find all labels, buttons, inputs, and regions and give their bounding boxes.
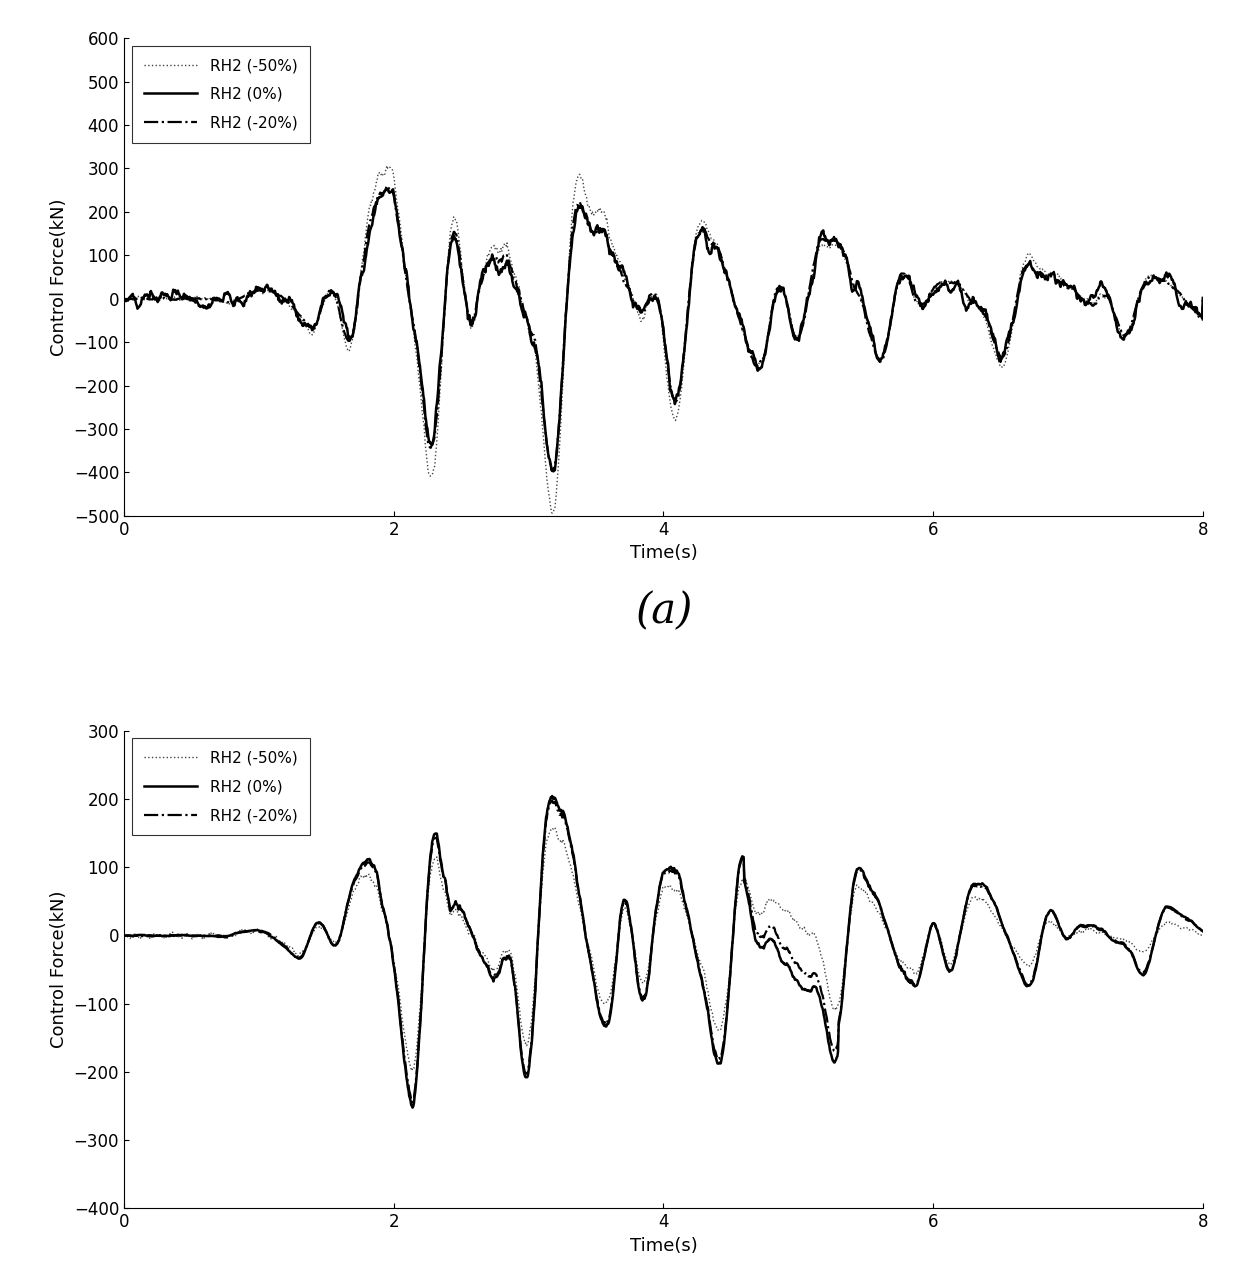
RH2 (-20%) [1122,322,1137,337]
RH2 (-50%) [661,385,676,401]
RH2 (-20%) [1105,300,1120,315]
RH2 (-50%) [536,866,551,881]
RH2 (0%) [379,181,394,196]
RH2 (-50%) [1195,290,1210,305]
RH2 (-20%) [661,865,676,880]
RH2 (-50%) [1179,296,1194,312]
Y-axis label: Control Force(kN): Control Force(kN) [50,890,68,1048]
RH2 (0%) [797,308,812,323]
RH2 (-50%) [117,293,131,308]
RH2 (0%) [1122,326,1137,341]
RH2 (0%) [1195,290,1210,305]
RH2 (-20%) [1179,912,1194,927]
Legend: RH2 (-50%), RH2 (0%), RH2 (-20%): RH2 (-50%), RH2 (0%), RH2 (-20%) [131,738,310,836]
RH2 (0%) [1179,911,1194,926]
RH2 (0%) [1105,932,1120,948]
RH2 (-50%) [797,920,812,935]
RH2 (0%) [117,927,131,943]
RH2 (0%) [1195,923,1210,939]
RH2 (0%) [546,464,560,480]
Line: RH2 (0%): RH2 (0%) [124,796,1203,1108]
RH2 (-20%) [544,463,559,478]
RH2 (-50%) [1195,927,1210,943]
Y-axis label: Control Force(kN): Control Force(kN) [50,198,68,356]
RH2 (-20%) [1179,296,1194,312]
RH2 (-20%) [1195,923,1210,939]
RH2 (0%) [661,861,676,876]
RH2 (0%) [405,1100,420,1116]
RH2 (-20%) [536,851,551,866]
RH2 (0%) [1105,301,1120,317]
RH2 (-20%) [405,1095,420,1110]
RH2 (-50%) [379,158,394,173]
RH2 (-50%) [661,880,676,895]
RH2 (-50%) [1122,934,1137,949]
RH2 (-50%) [1179,921,1194,936]
RH2 (-50%) [547,819,562,834]
RH2 (-50%) [1105,930,1120,945]
RH2 (-50%) [797,309,812,324]
RH2 (-50%) [536,421,551,436]
RH2 (-20%) [117,291,131,307]
RH2 (-20%) [1195,291,1210,307]
Line: RH2 (-20%): RH2 (-20%) [124,187,1203,471]
RH2 (0%) [797,981,812,996]
Line: RH2 (-20%): RH2 (-20%) [124,800,1203,1103]
RH2 (0%) [117,290,131,305]
X-axis label: Time(s): Time(s) [630,1236,697,1254]
RH2 (0%) [661,365,676,380]
RH2 (-20%) [797,964,812,979]
RH2 (-20%) [536,398,551,413]
Line: RH2 (0%): RH2 (0%) [124,188,1203,472]
Line: RH2 (-50%): RH2 (-50%) [124,165,1203,513]
RH2 (-50%) [1105,301,1120,317]
RH2 (-20%) [661,366,676,382]
Text: (a): (a) [635,590,692,632]
RH2 (-50%) [117,929,131,944]
RH2 (-50%) [544,505,559,520]
RH2 (-20%) [117,927,131,943]
RH2 (0%) [544,789,559,804]
RH2 (0%) [1122,943,1137,958]
RH2 (-20%) [379,179,394,195]
Line: RH2 (-50%): RH2 (-50%) [124,827,1203,1070]
RH2 (-20%) [1105,931,1120,946]
RH2 (0%) [536,848,551,864]
RH2 (-20%) [1122,943,1137,958]
Legend: RH2 (-50%), RH2 (0%), RH2 (-20%): RH2 (-50%), RH2 (0%), RH2 (-20%) [131,46,310,142]
RH2 (0%) [536,392,551,407]
X-axis label: Time(s): Time(s) [630,544,697,562]
RH2 (0%) [1179,296,1194,312]
RH2 (-50%) [1122,323,1137,338]
RH2 (-20%) [797,312,812,327]
RH2 (-50%) [405,1062,420,1077]
RH2 (-20%) [544,792,559,808]
